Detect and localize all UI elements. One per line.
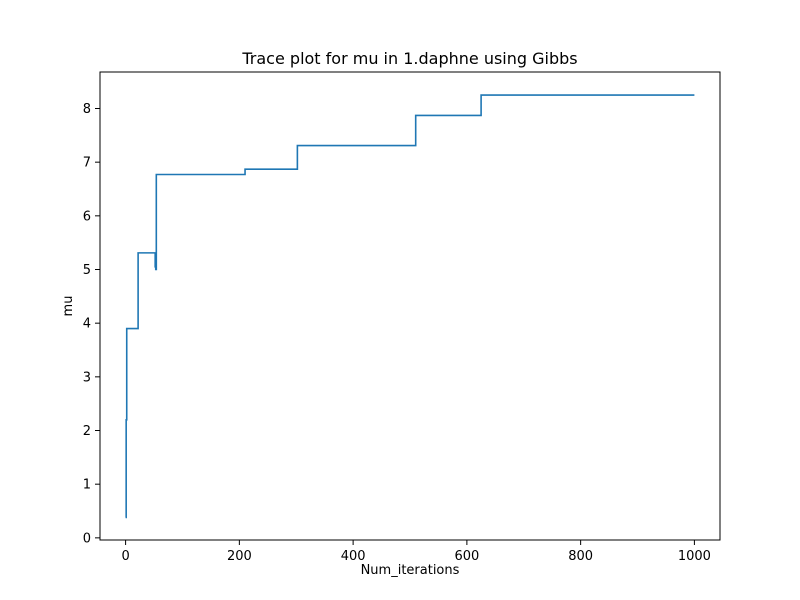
y-axis-label: mu [61,296,76,317]
y-tick-label: 7 [83,156,91,171]
series-layer [125,94,695,519]
axes-frame [99,71,721,541]
plot-area [99,71,721,541]
x-tick-label: 600 [454,549,479,564]
y-tick-label: 3 [83,370,91,385]
y-tick-label: 1 [83,478,91,493]
y-tick-label: 6 [83,209,91,224]
x-tick-label: 800 [568,549,593,564]
x-tick-label: 1000 [678,549,711,564]
x-axis: 0 200 400 600 800 1000 [121,540,711,564]
y-tick-label: 5 [83,263,91,278]
y-tick-label: 8 [83,102,91,117]
series-line-0 [125,94,695,519]
x-tick-label: 0 [121,549,129,564]
chart-title: Trace plot for mu in 1.daphne using Gibb… [241,49,577,68]
x-axis-label: Num_iterations [361,563,460,578]
y-tick-label: 2 [83,424,91,439]
x-tick-label: 400 [341,549,366,564]
x-tick-label: 200 [227,549,252,564]
y-tick-label: 0 [83,531,91,546]
y-axis: 0 1 2 3 4 5 6 7 8 [83,102,100,546]
y-tick-label: 4 [83,317,91,332]
